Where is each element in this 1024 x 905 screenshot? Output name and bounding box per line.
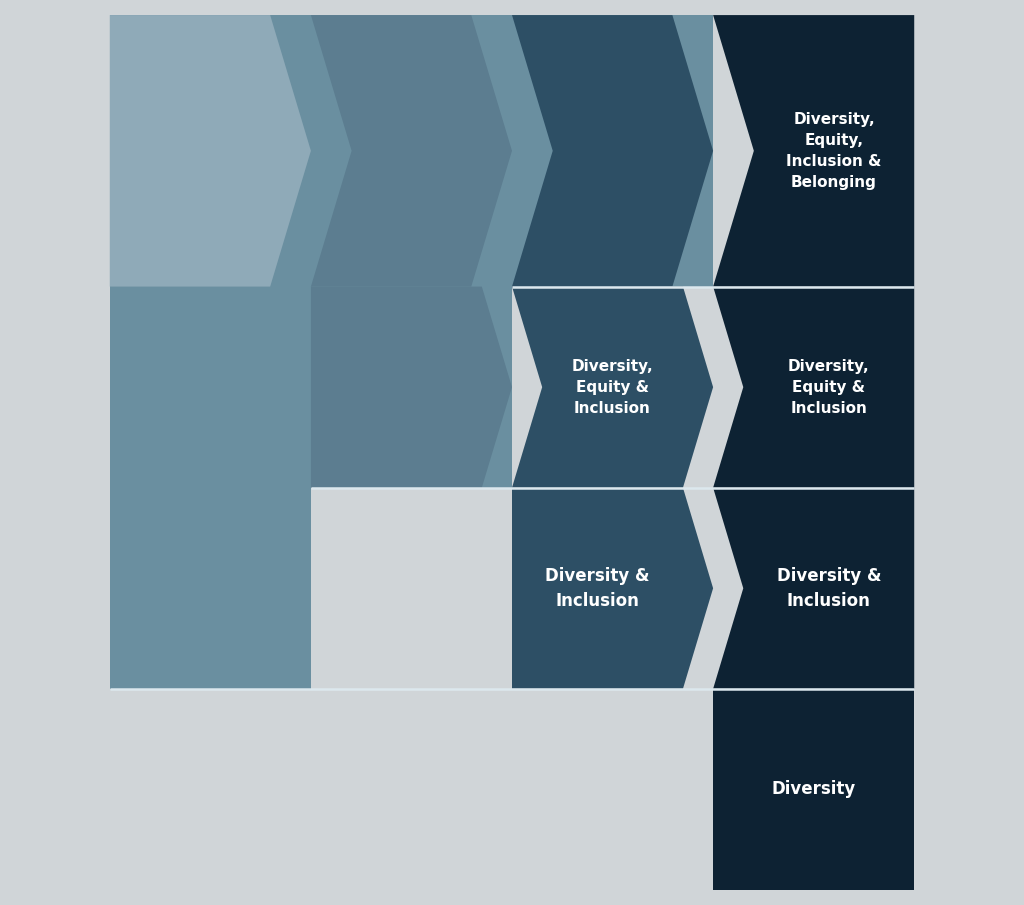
- Polygon shape: [713, 488, 914, 689]
- Text: Diversity &
Inclusion: Diversity & Inclusion: [776, 567, 881, 610]
- Polygon shape: [110, 15, 311, 287]
- Polygon shape: [713, 15, 914, 287]
- Text: Diversity &
Inclusion: Diversity & Inclusion: [545, 567, 649, 610]
- Polygon shape: [311, 287, 512, 488]
- Polygon shape: [713, 287, 914, 488]
- Polygon shape: [512, 287, 713, 488]
- Text: Diversity,
Equity,
Inclusion &
Belonging: Diversity, Equity, Inclusion & Belonging: [786, 112, 882, 190]
- Polygon shape: [311, 15, 512, 287]
- Polygon shape: [110, 15, 713, 689]
- Text: Diversity: Diversity: [771, 780, 856, 798]
- Polygon shape: [713, 689, 914, 890]
- Text: Diversity,
Equity &
Inclusion: Diversity, Equity & Inclusion: [787, 358, 869, 415]
- Text: Diversity,
Equity &
Inclusion: Diversity, Equity & Inclusion: [571, 358, 653, 415]
- Polygon shape: [512, 488, 713, 689]
- Polygon shape: [512, 15, 713, 287]
